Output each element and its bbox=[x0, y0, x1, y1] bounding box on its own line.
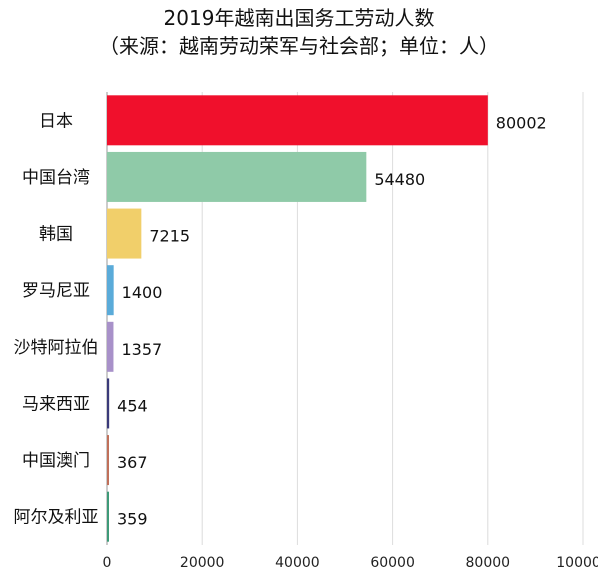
data-label: 54480 bbox=[374, 170, 425, 189]
category-label: 阿尔及利亚 bbox=[14, 508, 99, 528]
x-tick-label: 80000 bbox=[466, 555, 511, 571]
category-label: 韩国 bbox=[39, 225, 73, 245]
x-axis-ticks: 0 20000 40000 60000 80000 100000 bbox=[103, 555, 598, 571]
bar bbox=[107, 321, 114, 372]
data-label: 1357 bbox=[121, 340, 162, 359]
bar bbox=[107, 435, 109, 486]
data-label: 454 bbox=[117, 396, 148, 415]
bar bbox=[107, 265, 114, 316]
x-tick-label: 20000 bbox=[180, 555, 225, 571]
category-label: 沙特阿拉伯 bbox=[14, 338, 99, 358]
category-label: 日本 bbox=[39, 111, 73, 131]
category-label: 罗马尼亚 bbox=[22, 281, 90, 301]
value-labels: 80002 54480 7215 1400 1357 454 367 359 bbox=[117, 113, 547, 528]
bar bbox=[107, 208, 142, 259]
data-label: 1400 bbox=[122, 283, 163, 302]
category-label: 中国台湾 bbox=[22, 168, 90, 188]
bar bbox=[107, 151, 367, 202]
bar bbox=[107, 378, 110, 429]
data-label: 367 bbox=[117, 453, 148, 472]
x-tick-label: 60000 bbox=[370, 555, 415, 571]
data-label: 7215 bbox=[149, 227, 190, 246]
chart-title-block: 2019年越南出国务工劳动人数 （来源：越南劳动荣军与社会部；单位：人） bbox=[0, 4, 598, 60]
bars bbox=[107, 95, 488, 542]
x-tick-label: 0 bbox=[103, 555, 112, 571]
chart-title: 2019年越南出国务工劳动人数 bbox=[163, 6, 435, 30]
data-label: 359 bbox=[117, 510, 148, 529]
chart-subtitle: （来源：越南劳动荣军与社会部；单位：人） bbox=[99, 34, 499, 58]
data-label: 80002 bbox=[496, 113, 547, 132]
category-label: 马来西亚 bbox=[22, 394, 90, 414]
bar bbox=[107, 95, 488, 146]
category-label: 中国澳门 bbox=[22, 451, 90, 471]
x-tick-label: 100000 bbox=[556, 555, 598, 571]
x-tick-label: 40000 bbox=[275, 555, 320, 571]
bar bbox=[107, 491, 109, 542]
